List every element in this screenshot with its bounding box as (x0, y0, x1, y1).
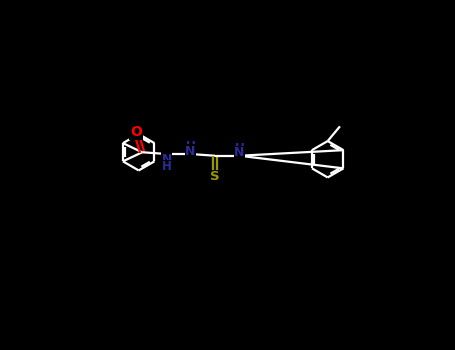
Text: O: O (130, 125, 142, 139)
Text: H: H (186, 140, 195, 153)
Text: S: S (210, 170, 220, 183)
Text: N: N (162, 153, 172, 166)
Text: N: N (185, 145, 196, 158)
Text: H: H (234, 141, 244, 155)
Text: H: H (162, 160, 172, 174)
Text: N: N (234, 146, 245, 160)
